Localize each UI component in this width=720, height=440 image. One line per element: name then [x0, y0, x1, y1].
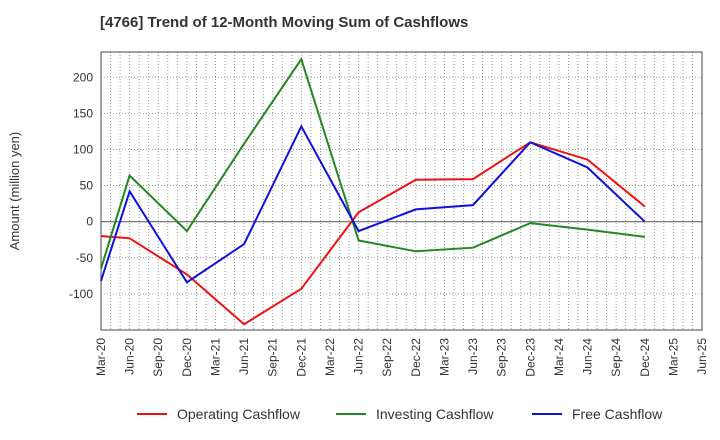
- plot-frame: [100, 51, 703, 331]
- legend-label-free-cashflow: Free Cashflow: [572, 406, 663, 422]
- legend-label-investing-cashflow: Investing Cashflow: [376, 406, 494, 422]
- y-tick-label: 0: [86, 215, 93, 229]
- x-tick-label: Mar-25: [666, 338, 680, 376]
- x-tick-label: Jun-24: [581, 338, 595, 375]
- series-line-free-cashflow: [100, 124, 646, 284]
- y-tick-label: 100: [73, 142, 93, 156]
- y-axis-title: Amount (million yen): [7, 132, 22, 251]
- x-tick-label: Sep-22: [380, 338, 394, 377]
- x-tick-label: Dec-20: [180, 338, 194, 377]
- x-tick-label: Mar-23: [437, 338, 451, 376]
- x-tick-label: Mar-20: [94, 338, 108, 376]
- y-tick-label: 200: [73, 70, 93, 84]
- x-tick-label: Mar-22: [323, 338, 337, 376]
- x-tick-label: Jun-22: [352, 338, 366, 375]
- y-tick-label: -50: [76, 251, 94, 265]
- series-line-investing-cashflow: [100, 56, 645, 269]
- x-tick-label: Dec-24: [638, 338, 652, 377]
- x-tick-label: Mar-24: [552, 338, 566, 376]
- x-tick-label: Jun-23: [466, 338, 480, 375]
- x-tick-label: Sep-20: [151, 338, 165, 377]
- x-tick-label: Dec-21: [294, 338, 308, 377]
- x-tick-label: Dec-23: [523, 338, 537, 377]
- x-tick-label: Sep-21: [266, 338, 280, 377]
- y-tick-label: 50: [80, 179, 94, 193]
- chart-title: [4766] Trend of 12-Month Moving Sum of C…: [100, 14, 469, 31]
- x-tick-label: Dec-22: [409, 338, 423, 377]
- x-tick-label: Sep-24: [609, 338, 623, 377]
- y-tick-label: -100: [69, 287, 93, 301]
- x-tick-label: Jun-20: [123, 338, 137, 375]
- y-tick-label: 150: [73, 106, 93, 120]
- x-tick-label: Sep-23: [495, 338, 509, 377]
- x-tick-label: Mar-21: [208, 338, 222, 376]
- plot-area: [101, 52, 702, 330]
- legend-label-operating-cashflow: Operating Cashflow: [177, 406, 301, 422]
- series-line-operating-cashflow: [100, 141, 646, 326]
- x-tick-label: Jun-25: [695, 338, 709, 375]
- x-tick-label: Jun-21: [237, 338, 251, 375]
